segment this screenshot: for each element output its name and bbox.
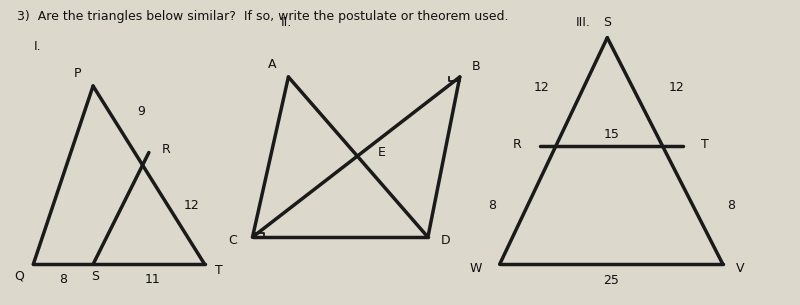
Text: R: R	[513, 138, 522, 152]
Text: D: D	[441, 234, 450, 247]
Text: T: T	[702, 138, 710, 152]
Text: 11: 11	[145, 273, 161, 286]
Text: III.: III.	[575, 16, 590, 29]
Text: II.: II.	[281, 16, 292, 29]
Text: 9: 9	[137, 105, 145, 118]
Text: 25: 25	[603, 274, 619, 287]
Text: T: T	[215, 264, 223, 277]
Text: A: A	[268, 58, 277, 71]
Text: S: S	[90, 270, 98, 283]
Text: 3)  Are the triangles below similar?  If so, write the postulate or theorem used: 3) Are the triangles below similar? If s…	[18, 10, 509, 23]
Text: C: C	[228, 234, 237, 247]
Text: I.: I.	[34, 40, 41, 53]
Text: B: B	[471, 60, 480, 73]
Text: Q: Q	[14, 270, 24, 283]
Text: R: R	[162, 143, 170, 156]
Text: 8: 8	[59, 273, 67, 286]
Text: 8: 8	[727, 199, 735, 212]
Text: W: W	[470, 262, 482, 275]
Text: S: S	[603, 16, 611, 29]
Text: 12: 12	[669, 81, 685, 94]
Text: 12: 12	[534, 81, 550, 94]
Text: 12: 12	[183, 199, 199, 212]
Text: 8: 8	[488, 199, 496, 212]
Text: 15: 15	[603, 128, 619, 141]
Text: E: E	[378, 146, 386, 159]
Text: P: P	[74, 67, 81, 81]
Text: V: V	[736, 262, 745, 275]
